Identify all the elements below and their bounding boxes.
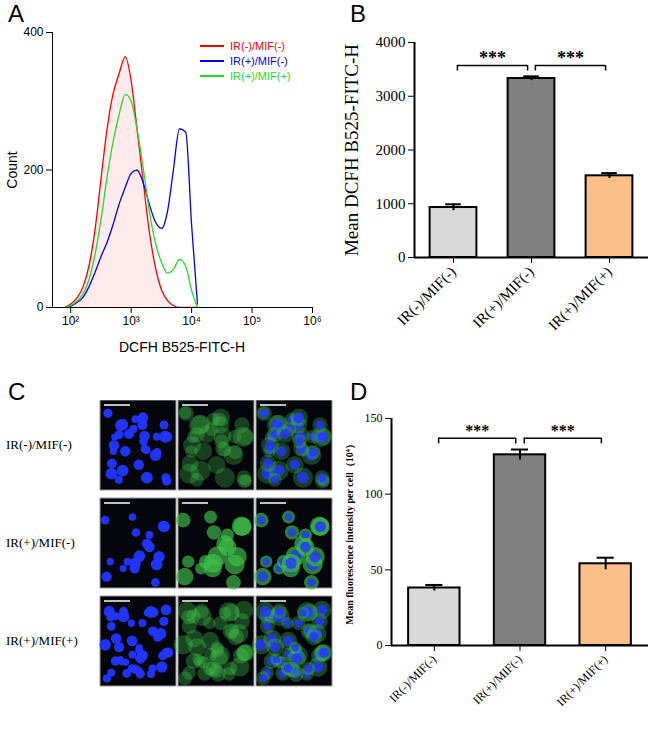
svg-text:***: *** — [551, 422, 575, 439]
svg-text:IR(+)/MIF(-): IR(+)/MIF(-) — [470, 652, 525, 707]
svg-text:IR(+)/MIF(+): IR(+)/MIF(+) — [554, 652, 611, 709]
svg-text:1000: 1000 — [376, 196, 406, 212]
html-text:IR(+)/MIF(+): IR(+)/MIF(+) — [230, 69, 291, 82]
svg-text:200: 200 — [23, 163, 43, 177]
svg-text:400: 400 — [23, 25, 43, 39]
html-text:C: C — [8, 378, 26, 405]
svg-text:150: 150 — [365, 411, 383, 425]
html-text:DCFH B525-FITC-H: DCFH B525-FITC-H — [119, 339, 245, 355]
svg-text:IR(+)/MIF(-): IR(+)/MIF(-) — [470, 264, 538, 332]
svg-text:10⁶: 10⁶ — [303, 314, 321, 328]
html-text:IR(-)/MIF(-): IR(-)/MIF(-) — [230, 39, 285, 52]
svg-text:0: 0 — [398, 249, 406, 265]
html-text:IR(-)/MIF(-): IR(-)/MIF(-) — [6, 437, 72, 452]
html-text:IR(+)/MIF(-): IR(+)/MIF(-) — [6, 535, 75, 550]
svg-text:2000: 2000 — [376, 142, 406, 158]
svg-text:***: *** — [479, 48, 506, 68]
svg-text:3000: 3000 — [376, 88, 406, 104]
svg-text:10²: 10² — [62, 314, 79, 328]
html-text:Mean fluorescence intensity pe: Mean fluorescence intensity per cell（10⁴… — [344, 438, 355, 625]
svg-text:50: 50 — [371, 563, 383, 577]
html-text:IR(+)/MIF(+): IR(+)/MIF(+) — [6, 633, 78, 648]
svg-text:0: 0 — [377, 638, 383, 652]
svg-text:IR(+)/MIF(+): IR(+)/MIF(+) — [545, 264, 616, 335]
html-text:A: A — [8, 0, 24, 27]
html-text:B: B — [350, 0, 366, 27]
svg-text:***: *** — [557, 48, 584, 68]
html-text:IR(+)/MIF(-): IR(+)/MIF(-) — [230, 54, 288, 67]
svg-text:0: 0 — [37, 300, 44, 314]
svg-text:4000: 4000 — [376, 34, 406, 50]
svg-text:IR(-)/MIF(-): IR(-)/MIF(-) — [386, 652, 439, 705]
html-text:Count: Count — [4, 150, 20, 189]
svg-text:***: *** — [465, 422, 489, 439]
svg-text:10⁵: 10⁵ — [243, 314, 261, 328]
svg-text:IR(-)/MIF(-): IR(-)/MIF(-) — [394, 264, 460, 330]
html-text:Mean DCFH B525-FITC-H: Mean DCFH B525-FITC-H — [341, 43, 362, 256]
svg-text:100: 100 — [365, 487, 383, 501]
svg-text:10³: 10³ — [122, 314, 139, 328]
svg-text:10⁴: 10⁴ — [182, 314, 201, 328]
html-text:D: D — [350, 378, 368, 405]
